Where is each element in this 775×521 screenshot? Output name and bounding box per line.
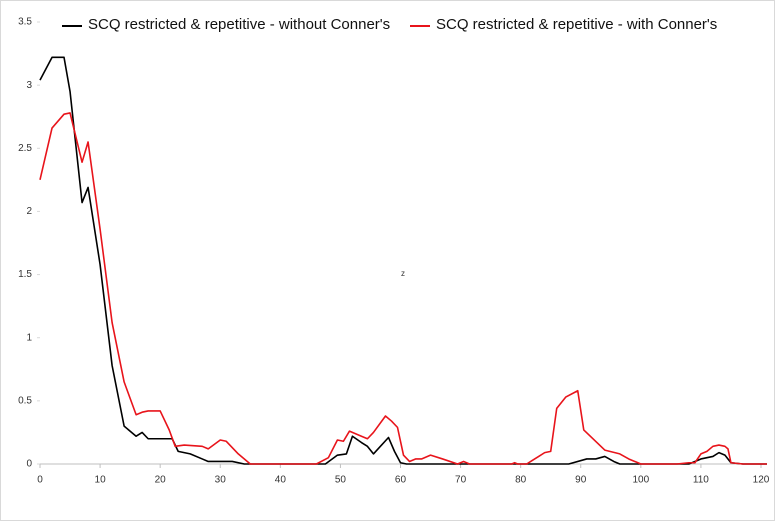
y-tick-label: 2.5: [18, 143, 32, 154]
x-tick-label: 20: [155, 475, 167, 486]
x-tick-label: 40: [275, 475, 287, 486]
x-tick-label: 80: [515, 475, 527, 486]
legend-label: SCQ restricted & repetitive - without Co…: [88, 16, 390, 33]
y-tick-label: 3.5: [18, 17, 32, 28]
y-tick-label: 0: [26, 459, 32, 470]
y-tick-label: 1.5: [18, 269, 32, 280]
x-tick-label: 50: [335, 475, 347, 486]
x-tick-label: 60: [395, 475, 407, 486]
x-tick-label: 100: [632, 475, 649, 486]
x-tick-label: 120: [753, 475, 770, 486]
x-tick-label: 30: [215, 475, 227, 486]
annotation: z: [401, 269, 405, 278]
legend-label: SCQ restricted & repetitive - with Conne…: [436, 16, 717, 33]
y-tick-label: 2: [26, 206, 32, 217]
x-tick-label: 10: [95, 475, 107, 486]
x-tick-label: 110: [693, 475, 709, 486]
x-tick-label: 0: [37, 475, 43, 486]
series-line: [39, 112, 767, 465]
y-tick-label: 0.5: [18, 395, 32, 406]
x-tick-label: 70: [455, 475, 467, 486]
y-tick-label: 3: [26, 80, 32, 91]
x-tick-label: 90: [575, 475, 587, 486]
y-tick-label: 1: [26, 332, 32, 343]
